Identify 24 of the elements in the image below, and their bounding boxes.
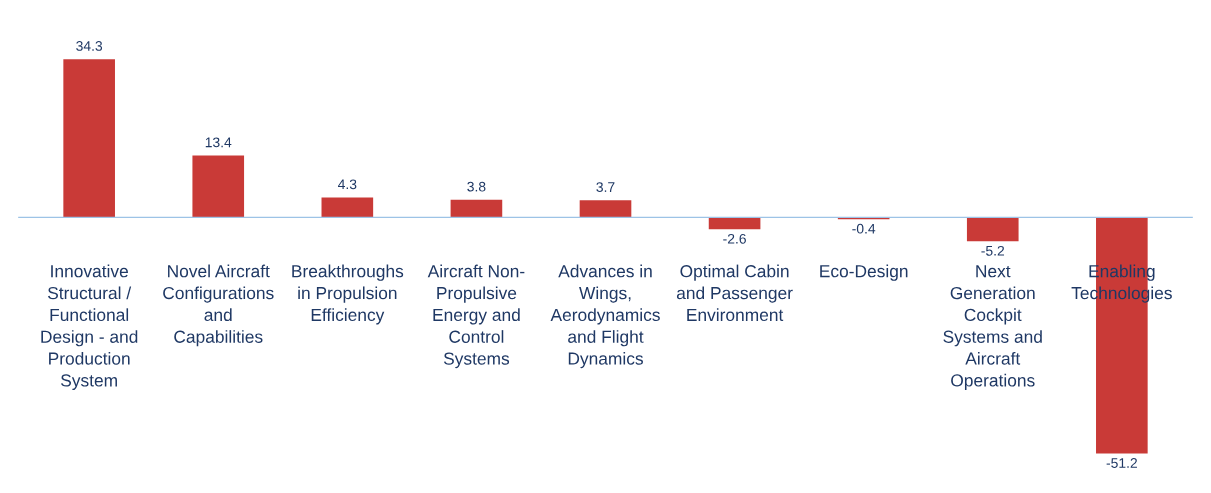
data-label: -51.2 bbox=[1106, 458, 1137, 468]
bar bbox=[192, 155, 245, 218]
data-label: -5.2 bbox=[981, 245, 1005, 256]
x-tick-label: Advances in Wings, Aerodynamics and Flight Dynamics bbox=[550, 264, 660, 369]
bar bbox=[579, 200, 632, 218]
data-label: 3.7 bbox=[596, 182, 615, 193]
x-tick-label: Next Generation Cockpit Systems and Aircraft Operations bbox=[943, 265, 1042, 391]
data-label: 3.8 bbox=[467, 181, 486, 192]
x-tick-label: Breakthroughs in Propulsion Efficiency bbox=[292, 264, 404, 325]
bar bbox=[708, 217, 761, 230]
bar bbox=[63, 59, 115, 218]
data-label: -2.6 bbox=[723, 233, 746, 244]
bar bbox=[450, 199, 503, 218]
x-tick-label: Eco-Design bbox=[820, 264, 908, 281]
data-label: 13.4 bbox=[205, 137, 232, 148]
bar bbox=[321, 197, 374, 218]
x-tick-label: Novel Aircraft Configurations and Capabilities bbox=[163, 264, 274, 347]
bar bbox=[966, 217, 1019, 242]
x-tick-label: Aircraft Non- Propulsive Energy and Control Systems bbox=[427, 264, 525, 369]
data-label: 34.3 bbox=[76, 41, 103, 51]
data-label: 4.3 bbox=[338, 179, 357, 190]
data-label: -0.4 bbox=[852, 223, 876, 234]
x-tick-label: Innovative Structural / Functional Design - and Production System bbox=[41, 264, 138, 391]
x-tick-label: Optimal Cabin and Passenger Environment bbox=[676, 264, 793, 322]
